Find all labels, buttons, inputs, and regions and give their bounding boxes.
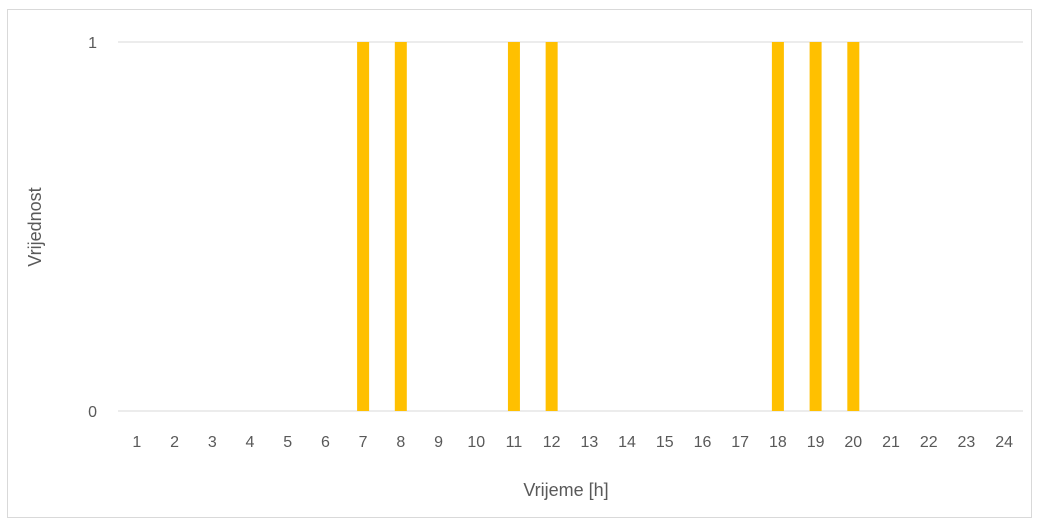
bar-8 (394, 42, 407, 411)
x-tick-label: 9 (434, 434, 443, 451)
y-tick-label: 1 (88, 35, 97, 52)
bar-11 (507, 42, 520, 411)
bar-19 (809, 42, 822, 411)
x-axis-title: Vrijeme [h] (523, 480, 608, 500)
bar-7 (357, 42, 370, 411)
x-tick-labels: 1 2 3 4 5 6 7 8 9 10 11 12 13 14 15 16 17 18 19 20 21 22 23 24 (132, 434, 1013, 451)
x-tick-label: 6 (321, 434, 330, 451)
x-tick-label: 5 (283, 434, 292, 451)
x-tick-label: 16 (694, 434, 712, 451)
y-tick-labels: 01 (88, 35, 97, 421)
x-tick-label: 4 (246, 434, 255, 451)
x-tick-label: 10 (467, 434, 485, 451)
x-tick-label: 24 (995, 434, 1013, 451)
bar-18 (771, 42, 784, 411)
x-tick-label: 12 (543, 434, 561, 451)
x-tick-label: 20 (844, 434, 862, 451)
x-tick-label: 3 (208, 434, 217, 451)
x-tick-label: 8 (396, 434, 405, 451)
x-tick-label: 18 (769, 434, 787, 451)
bars (357, 42, 860, 411)
x-tick-label: 15 (656, 434, 674, 451)
x-tick-label: 7 (359, 434, 368, 451)
bar-20 (847, 42, 860, 411)
y-tick-label: 0 (88, 404, 97, 421)
x-tick-label: 11 (506, 434, 523, 451)
x-tick-label: 23 (958, 434, 976, 451)
x-tick-label: 21 (882, 434, 900, 451)
y-axis-title: Vrijednost (25, 187, 45, 266)
bar-12 (545, 42, 558, 411)
x-tick-label: 17 (731, 434, 749, 451)
gridlines (118, 41, 1023, 412)
x-tick-label: 19 (807, 434, 825, 451)
x-tick-label: 22 (920, 434, 938, 451)
x-tick-label: 1 (132, 434, 141, 451)
x-tick-label: 14 (618, 434, 636, 451)
x-tick-label: 2 (170, 434, 179, 451)
x-tick-label: 13 (580, 434, 598, 451)
